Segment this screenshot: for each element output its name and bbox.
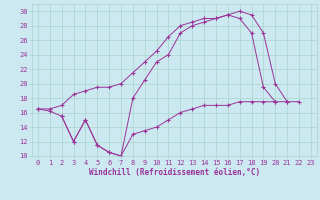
X-axis label: Windchill (Refroidissement éolien,°C): Windchill (Refroidissement éolien,°C): [89, 168, 260, 177]
